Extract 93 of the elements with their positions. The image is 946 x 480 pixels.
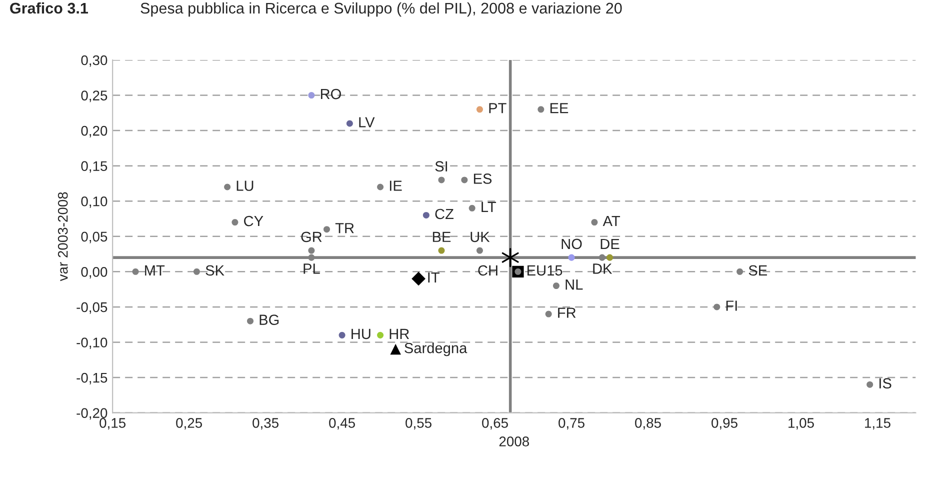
point	[714, 304, 720, 310]
x-tick-label: 0,85	[635, 418, 661, 430]
point	[476, 247, 483, 254]
annotation: TR	[335, 223, 354, 234]
y-tick-label: 0,25	[81, 90, 108, 102]
point	[308, 247, 315, 254]
x-tick-label: 0,15	[100, 418, 126, 430]
y-tick-label: -0,15	[76, 372, 108, 384]
annotation: DE	[600, 238, 620, 249]
point	[412, 272, 426, 286]
point	[545, 310, 552, 318]
annotation: IE	[390, 180, 402, 191]
point	[224, 184, 231, 190]
annotation: Sardegna	[404, 342, 468, 356]
annotation: BE	[432, 232, 451, 242]
point	[338, 332, 346, 338]
x-tick-label: 0,55	[406, 418, 432, 430]
annotation: PL	[304, 264, 320, 274]
x-tick-label: 0,35	[252, 418, 278, 430]
point	[461, 176, 468, 184]
y-tick-label: 0,00	[81, 267, 108, 278]
point	[390, 344, 401, 355]
annotation: CZ	[435, 208, 454, 220]
point	[377, 332, 384, 338]
y-tick-label: -0,20	[76, 408, 108, 420]
point	[438, 247, 445, 254]
y-tick-label: 0,20	[81, 126, 108, 138]
point	[736, 268, 744, 275]
annotation: CH	[478, 265, 498, 276]
annotation: IS	[880, 378, 892, 388]
point	[308, 254, 315, 261]
annotation: LT	[482, 202, 496, 212]
annotation: LU	[236, 180, 254, 191]
point	[552, 282, 560, 290]
point	[132, 268, 139, 275]
point	[591, 219, 598, 226]
annotation: CY	[244, 216, 264, 226]
point	[247, 318, 254, 324]
x-tick-label: 1,15	[865, 418, 890, 430]
annotation: NL	[566, 280, 583, 290]
annotation: SK	[206, 265, 224, 276]
annotation: HU	[352, 328, 370, 340]
annotation: FR	[558, 308, 576, 318]
y-tick-label: 0,30	[81, 55, 108, 67]
point	[606, 254, 614, 261]
annotation: NO	[562, 238, 582, 250]
point	[568, 254, 575, 261]
annotation: UK	[470, 232, 490, 242]
chart-subtitle: Spesa pubblica in Ricerca e Sviluppo (% del PIL), 2008 e variazione 20	[140, 2, 622, 17]
annotation: RO	[320, 88, 341, 100]
annotation: GR	[301, 232, 322, 242]
annotation: DK	[593, 264, 612, 274]
x-axis-title: 2008	[499, 436, 529, 446]
annotation: MT	[145, 265, 165, 276]
chart-title: Grafico 3.1	[10, 2, 88, 14]
annotation: LV	[359, 117, 375, 128]
y-tick-label: -0,10	[76, 338, 108, 350]
point	[193, 268, 200, 275]
point	[866, 381, 874, 388]
point	[468, 204, 476, 212]
x-tick-label: 0,25	[176, 418, 202, 430]
x-tick-label: 0,95	[712, 418, 738, 430]
point	[346, 120, 353, 127]
point	[422, 212, 430, 218]
point	[502, 248, 519, 268]
annotation: PT	[489, 103, 506, 114]
point	[538, 106, 544, 113]
annotation: SI	[435, 161, 448, 172]
point	[377, 184, 384, 190]
point	[232, 219, 238, 226]
y-axis-title: var 2003-2008	[58, 192, 68, 282]
x-tick-label: 0,65	[482, 418, 508, 430]
y-tick-label: 0,10	[81, 196, 108, 208]
annotation: SE	[748, 265, 767, 276]
point	[308, 92, 315, 99]
annotation: BG	[260, 314, 279, 325]
annotation: IT	[428, 272, 440, 283]
annotation: AT	[602, 216, 620, 226]
y-tick-label: -0,05	[76, 302, 108, 314]
y-tick-label: 0,05	[81, 232, 108, 244]
x-tick-label: 0,75	[558, 418, 584, 430]
x-tick-label: 0,45	[329, 418, 355, 430]
annotation: ES	[474, 174, 492, 184]
point	[476, 106, 483, 113]
annotation: FI	[726, 300, 737, 311]
annotation: EU15	[528, 265, 562, 276]
annotation: EE	[550, 103, 568, 114]
point	[598, 254, 606, 261]
point	[438, 176, 445, 184]
annotation: HR	[390, 328, 410, 339]
point	[323, 226, 330, 233]
x-tick-label: 1,05	[788, 418, 814, 430]
y-tick-label: 0,15	[81, 161, 108, 173]
